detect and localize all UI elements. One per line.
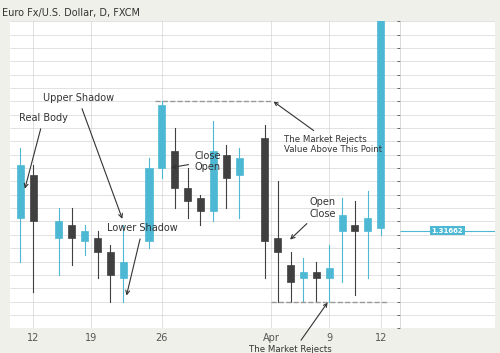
Text: The Market Rejects
Price Below This Point: The Market Rejects Price Below This Poin… xyxy=(244,304,338,353)
Bar xyxy=(197,198,204,211)
Bar xyxy=(313,271,320,278)
Bar xyxy=(158,104,166,168)
Bar xyxy=(107,252,114,275)
Bar xyxy=(56,221,62,238)
Bar xyxy=(184,188,191,202)
Bar xyxy=(120,262,127,278)
Text: The Market Rejects
Value Above This Point: The Market Rejects Value Above This Poin… xyxy=(274,102,382,154)
Bar xyxy=(338,215,345,232)
Text: Euro Fx/U.S. Dollar, D, FXCM: Euro Fx/U.S. Dollar, D, FXCM xyxy=(2,8,140,18)
Bar xyxy=(94,238,101,252)
Bar xyxy=(326,268,332,278)
Bar xyxy=(262,138,268,241)
Bar xyxy=(300,271,307,278)
Text: 1.31662: 1.31662 xyxy=(432,228,464,234)
Text: Real Body: Real Body xyxy=(19,113,68,187)
Bar xyxy=(17,165,24,218)
Bar xyxy=(377,0,384,228)
Bar xyxy=(274,238,281,252)
Text: Close
Open: Close Open xyxy=(172,151,220,172)
Text: Open
Close: Open Close xyxy=(291,197,337,239)
Bar xyxy=(364,218,372,232)
Bar xyxy=(287,265,294,282)
Bar xyxy=(210,151,217,211)
Bar xyxy=(352,225,358,232)
Bar xyxy=(81,232,88,241)
Text: Upper Shadow: Upper Shadow xyxy=(42,93,122,218)
Bar xyxy=(222,155,230,178)
Bar xyxy=(68,225,76,238)
Bar xyxy=(146,168,152,241)
Bar xyxy=(236,158,242,175)
Bar xyxy=(171,151,178,188)
Bar xyxy=(30,175,36,221)
Text: Lower Shadow: Lower Shadow xyxy=(107,223,178,294)
